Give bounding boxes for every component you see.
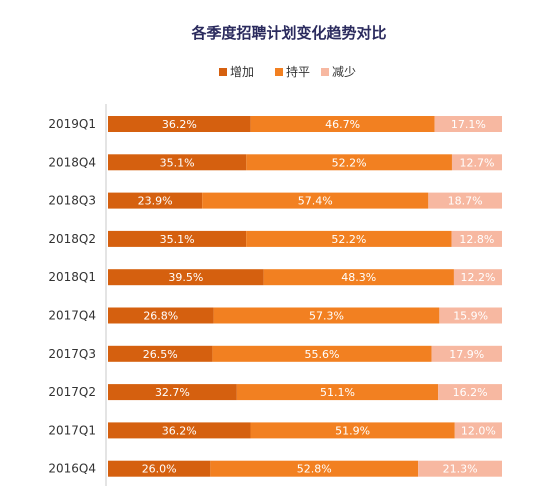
bar-data-label: 23.9%	[138, 195, 173, 208]
bar-segment	[438, 384, 502, 401]
bar-data-label: 36.2%	[162, 424, 197, 437]
bar-segment	[439, 307, 502, 324]
bar-data-label: 39.5%	[168, 271, 203, 284]
category-tick-label: 2017Q2	[48, 385, 96, 399]
bar-data-label: 52.2%	[331, 233, 366, 246]
bar-data-label: 52.8%	[297, 463, 332, 476]
bar-segment	[108, 345, 213, 362]
bar-segment	[428, 192, 502, 209]
bar-data-label: 55.6%	[304, 348, 339, 361]
bar-data-label: 21.3%	[443, 463, 478, 476]
bar-data-label: 16.2%	[453, 386, 488, 399]
bar-segment	[246, 230, 452, 247]
bar-data-label: 17.1%	[451, 118, 486, 131]
bar-segment	[453, 269, 502, 286]
bar-data-label: 15.9%	[453, 310, 488, 323]
category-tick-label: 2017Q3	[48, 347, 96, 361]
bar-segment	[108, 154, 247, 171]
chart-title: 各季度招聘计划变化趋势对比	[190, 24, 386, 42]
bar-data-label: 12.0%	[461, 424, 496, 437]
bar-data-label: 12.2%	[460, 271, 495, 284]
bar-segment	[246, 154, 452, 171]
bar-data-label: 12.8%	[459, 233, 494, 246]
bar-data-label: 57.3%	[309, 310, 344, 323]
bar-segment	[236, 384, 439, 401]
category-tick-label: 2018Q3	[48, 194, 96, 208]
category-tick-label: 2017Q1	[48, 423, 96, 437]
bar-data-label: 26.0%	[142, 463, 177, 476]
bar-data-label: 48.3%	[341, 271, 376, 284]
category-tick-label: 2018Q4	[48, 155, 96, 169]
bar-segment	[418, 460, 502, 477]
category-tick-label: 2019Q1	[48, 117, 96, 131]
bar-data-label: 35.1%	[160, 156, 195, 169]
plot-area: 36.2% 46.7% 17.1% 35.1% 52.2% 12.7% 23.9% 57.4%…	[108, 116, 502, 477]
category-tick-label: 2018Q1	[48, 270, 96, 284]
bar-segment	[434, 116, 502, 132]
bar-data-label: 26.8%	[143, 310, 178, 323]
bar-segment	[454, 422, 502, 439]
bar-data-label: 35.1%	[160, 233, 195, 246]
bar-data-label: 57.4%	[298, 195, 333, 208]
bar-segment	[213, 307, 440, 324]
bar-segment	[451, 230, 502, 247]
bar-segment	[108, 307, 214, 324]
bar-segment	[431, 345, 502, 362]
bar-segment	[108, 460, 211, 477]
bar-segment	[108, 422, 251, 439]
legend-swatch-2	[321, 68, 329, 76]
bar-data-label: 51.9%	[335, 424, 370, 437]
legend-label-0: 增加	[230, 65, 254, 79]
bar-data-label: 51.1%	[320, 386, 355, 399]
category-tick-label: 2017Q4	[48, 309, 96, 323]
bar-segment	[108, 269, 264, 286]
bar-segment	[451, 154, 502, 171]
bar-segment	[108, 116, 251, 132]
bar-data-label: 36.2%	[162, 118, 197, 131]
bar-segment	[263, 269, 454, 286]
bar-segment	[108, 384, 237, 401]
bar-segment	[210, 460, 419, 477]
bar-data-label: 32.7%	[155, 386, 190, 399]
legend-label-2: 减少	[332, 65, 356, 79]
bar-data-label: 17.9%	[449, 348, 484, 361]
bar-segment	[212, 345, 432, 362]
legend-swatch-0	[219, 68, 227, 76]
bar-segment	[202, 192, 429, 209]
legend-label-1: 持平	[286, 64, 310, 79]
bar-data-label: 52.2%	[332, 156, 367, 169]
bar-data-label: 18.7%	[448, 195, 483, 208]
legend: 增加 持平 减少	[219, 64, 356, 79]
bar-segment	[108, 230, 247, 247]
category-tick-label: 2018Q2	[48, 232, 96, 246]
bar-data-label: 46.7%	[325, 118, 360, 131]
bar-data-label: 26.5%	[143, 348, 178, 361]
bar-segment	[250, 422, 455, 439]
bar-segment	[108, 192, 203, 209]
legend-swatch-1	[275, 68, 283, 76]
category-axis: 2019Q1 2018Q4 2018Q3 2018Q2 2018Q1 2017Q4 2017…	[48, 117, 96, 476]
bar-segment	[250, 116, 435, 132]
category-tick-label: 2016Q4	[48, 462, 96, 476]
bar-data-label: 12.7%	[460, 156, 495, 169]
